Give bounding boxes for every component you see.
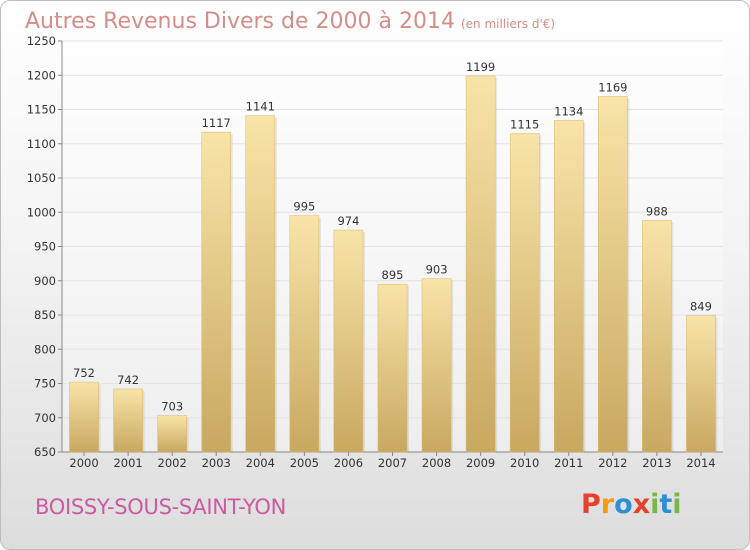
chart-subtitle: (en milliers d'€) (460, 17, 556, 31)
y-tick-label: 1200 (27, 68, 56, 82)
bar (509, 133, 540, 453)
bar (333, 229, 364, 453)
x-tick-label: 2012 (598, 456, 627, 470)
logo-letter: x (632, 489, 651, 520)
x-tick-label: 2005 (290, 456, 319, 470)
bar (157, 415, 187, 453)
x-tick-label: 2008 (422, 456, 451, 470)
logo-letter: P (581, 489, 601, 520)
place-name: BOISSY-SOUS-SAINT-YON (35, 495, 287, 519)
bar-value-label: 903 (426, 263, 448, 277)
chart-title: Autres Revenus Divers de 2000 à 2014 (en … (25, 9, 555, 34)
bar (598, 96, 628, 453)
chart-title-text: Autres Revenus Divers de 2000 à 2014 (25, 9, 455, 34)
y-tick-label: 1150 (27, 103, 56, 117)
bar-value-label: 974 (337, 214, 359, 228)
bar-value-label: 1134 (554, 104, 583, 118)
y-tick-label: 1100 (27, 137, 56, 151)
x-tick-label: 2000 (69, 456, 98, 470)
bar (642, 220, 672, 453)
x-tick-label: 2001 (113, 456, 142, 470)
y-tick-label: 1050 (27, 171, 56, 185)
x-tick-label: 2003 (202, 456, 231, 470)
logo-letter: t (659, 489, 673, 520)
x-tick-label: 2007 (378, 456, 407, 470)
bar-value-label: 1115 (510, 117, 539, 131)
y-tick-label: 750 (34, 377, 56, 391)
bar-value-label: 1141 (246, 100, 275, 114)
bar (113, 388, 143, 453)
proxiti-logo: Proxiti (581, 489, 682, 520)
bar (465, 75, 496, 453)
bar-value-label: 849 (690, 300, 712, 314)
bar (686, 315, 716, 453)
x-tick-label: 2013 (642, 456, 671, 470)
logo-letter: i (672, 489, 682, 520)
bar (421, 278, 452, 453)
x-tick-label: 2006 (334, 456, 363, 470)
y-tick-label: 950 (34, 240, 56, 254)
x-tick-label: 2009 (466, 456, 495, 470)
y-tick-label: 650 (34, 445, 56, 459)
bar-value-label: 742 (117, 373, 139, 387)
bar-value-label: 995 (293, 200, 315, 214)
x-tick-label: 2004 (246, 456, 275, 470)
bar-value-label: 1117 (202, 116, 231, 130)
logo-letter: r (600, 489, 615, 520)
bar (289, 215, 320, 453)
y-tick-label: 1250 (27, 34, 56, 48)
y-tick-label: 1000 (27, 205, 56, 219)
bar-value-label: 752 (73, 366, 95, 380)
bar-value-label: 1199 (466, 60, 495, 74)
bar-value-label: 703 (161, 400, 183, 414)
x-tick-label: 2010 (510, 456, 539, 470)
bar (245, 115, 276, 453)
bar (553, 120, 584, 453)
y-tick-label: 850 (34, 308, 56, 322)
x-tick-label: 2014 (686, 456, 715, 470)
bar-value-label: 988 (646, 204, 668, 218)
x-tick-label: 2011 (554, 456, 583, 470)
y-tick-label: 900 (34, 274, 56, 288)
bar (69, 381, 99, 453)
bar-value-label: 895 (382, 268, 404, 282)
bar-value-label: 1169 (598, 80, 627, 94)
bar (201, 131, 232, 453)
logo-letter: i (650, 489, 660, 520)
y-tick-label: 800 (34, 342, 56, 356)
y-tick-label: 700 (34, 411, 56, 425)
x-tick-label: 2002 (158, 456, 187, 470)
bar (377, 283, 408, 453)
logo-letter: o (614, 489, 633, 520)
